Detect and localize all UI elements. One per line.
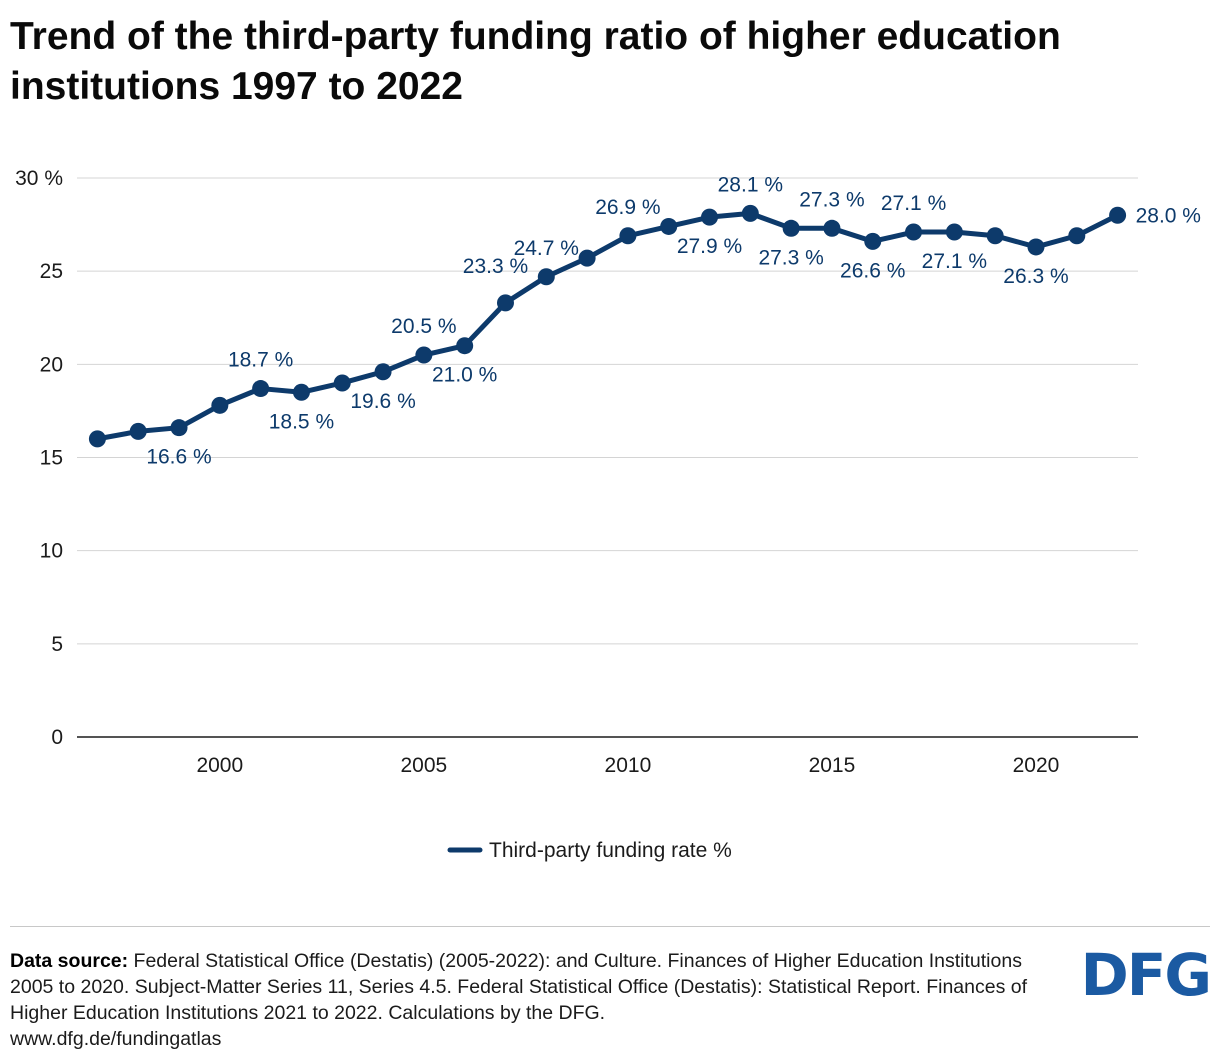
data-label-2016: 26.6 % <box>840 259 905 282</box>
data-label-2013: 28.1 % <box>718 173 783 196</box>
data-point-1997[interactable] <box>88 430 106 448</box>
y-tick-label: 10 <box>40 540 63 563</box>
data-point-2012[interactable] <box>701 208 719 226</box>
x-tick-label: 2005 <box>401 754 448 777</box>
data-point-2006[interactable] <box>456 337 474 355</box>
legend-label: Third-party funding rate % <box>489 839 732 862</box>
source-url[interactable]: www.dfg.de/fundingatlas <box>10 1028 222 1050</box>
data-label-2005: 20.5 % <box>391 315 456 338</box>
data-point-2009[interactable] <box>578 249 596 267</box>
data-label-2020: 26.3 % <box>1003 265 1068 288</box>
data-label-2014: 27.3 % <box>758 246 823 269</box>
y-tick-label: 30 % <box>15 167 63 190</box>
data-label-2018: 27.1 % <box>922 250 987 273</box>
x-axis-ticks: 2000 2005 2010 2015 2020 <box>196 754 1059 777</box>
source-label: Data source: <box>10 950 129 972</box>
data-label-2012: 27.9 % <box>677 235 742 258</box>
y-tick-label: 15 <box>40 447 63 470</box>
data-point-2003[interactable] <box>333 374 351 392</box>
gridlines <box>77 177 1138 738</box>
y-tick-label: 20 <box>40 353 63 376</box>
data-label-2010: 26.9 % <box>595 196 660 219</box>
legend[interactable]: Third-party funding rate % <box>447 839 732 862</box>
data-point-2000[interactable] <box>211 396 229 414</box>
data-label-2022: 28.0 % <box>1136 204 1201 227</box>
y-tick-label: 0 <box>51 726 63 749</box>
data-label-2001: 18.7 % <box>228 349 293 372</box>
line-chart: 0 5 10 15 20 25 30 % 2000 2005 2010 2015 2020 16.6… <box>15 167 1201 862</box>
data-point-2018[interactable] <box>945 223 963 241</box>
data-labels: 16.6 % 18.7 % 18.5 % 19.6 % 20.5 % 21.0 % 23.3… <box>146 173 1201 468</box>
data-label-2004: 19.6 % <box>350 390 415 413</box>
x-tick-label: 2000 <box>196 754 243 777</box>
data-label-2017: 27.1 % <box>881 192 946 215</box>
data-label-2015: 27.3 % <box>799 188 864 211</box>
data-point-2020[interactable] <box>1027 238 1045 256</box>
dfg-logo: DFG <box>1080 941 1212 1009</box>
x-tick-label: 2010 <box>605 754 652 777</box>
y-axis-ticks: 0 5 10 15 20 25 30 % <box>15 167 63 749</box>
series-line <box>88 204 1127 448</box>
series-line-path <box>96 210 1119 442</box>
data-point-2017[interactable] <box>905 223 923 241</box>
data-point-2007[interactable] <box>496 294 514 312</box>
data-point-1999[interactable] <box>170 419 188 437</box>
data-point-2015[interactable] <box>823 219 841 237</box>
data-point-2016[interactable] <box>864 232 882 250</box>
x-tick-label: 2020 <box>1013 754 1060 777</box>
data-label-2008: 24.7 % <box>514 237 579 260</box>
data-point-2004[interactable] <box>374 363 392 381</box>
source-text: Federal Statistical Office (Destatis) (2… <box>10 950 1027 1024</box>
data-point-2011[interactable] <box>660 217 678 235</box>
data-point-1998[interactable] <box>129 422 147 440</box>
data-point-2019[interactable] <box>986 227 1004 245</box>
data-point-2001[interactable] <box>252 380 270 398</box>
data-point-2013[interactable] <box>741 204 759 222</box>
data-label-1999: 16.6 % <box>146 446 211 469</box>
data-point-2002[interactable] <box>292 383 310 401</box>
data-point-2021[interactable] <box>1068 227 1086 245</box>
y-tick-label: 5 <box>51 633 63 656</box>
data-label-2007: 23.3 % <box>463 255 528 278</box>
chart-title: Trend of the third-party funding ratio o… <box>10 15 1061 108</box>
data-point-2008[interactable] <box>537 268 555 286</box>
data-point-2022[interactable] <box>1109 206 1127 224</box>
y-tick-label: 25 <box>40 260 63 283</box>
data-point-2010[interactable] <box>619 227 637 245</box>
x-tick-label: 2015 <box>809 754 856 777</box>
data-label-2002: 18.5 % <box>269 410 334 433</box>
data-label-2006: 21.0 % <box>432 364 497 387</box>
footer-divider <box>10 926 1210 927</box>
data-point-2005[interactable] <box>415 346 433 364</box>
data-source: Data source: Federal Statistical Office … <box>10 948 1060 1052</box>
data-point-2014[interactable] <box>782 219 800 237</box>
